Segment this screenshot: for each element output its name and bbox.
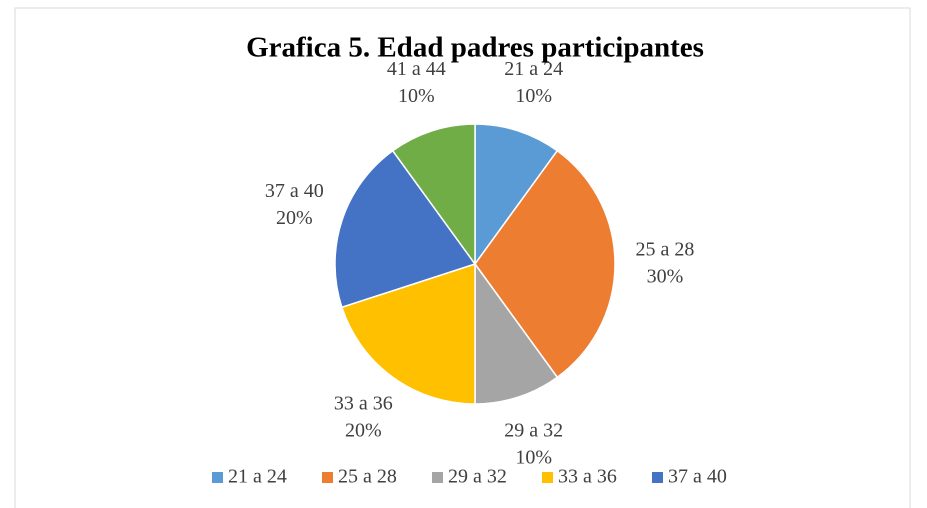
- data-label-value: 10%: [515, 446, 552, 468]
- legend-swatch: [212, 472, 223, 483]
- legend-swatch: [322, 472, 333, 483]
- pie-slice: [340, 262, 476, 405]
- legend-label: 33 a 36: [558, 466, 617, 488]
- legend-label: 25 a 28: [338, 466, 397, 488]
- data-label-category: 41 a 44: [387, 58, 446, 80]
- data-label-category: 37 a 40: [265, 180, 324, 202]
- data-label-value: 20%: [276, 207, 313, 229]
- data-label-value: 10%: [398, 85, 435, 107]
- data-label-category: 25 a 28: [636, 239, 695, 261]
- data-label-category: 21 a 24: [504, 58, 563, 80]
- legend-label: 29 a 32: [448, 466, 507, 488]
- pie-slice: [474, 261, 559, 405]
- data-label-category: 29 a 32: [504, 419, 563, 441]
- legend-swatch: [652, 472, 663, 483]
- legend-label: 21 a 24: [228, 466, 287, 488]
- pie-slice: [474, 123, 559, 267]
- legend-swatch: [542, 472, 553, 483]
- legend-label: 37 a 40: [668, 466, 727, 488]
- chart-title: Grafica 5. Edad padres participantes: [246, 32, 704, 64]
- pie-slice: [334, 149, 477, 309]
- data-label-value: 10%: [515, 85, 552, 107]
- legend-swatch: [432, 472, 443, 483]
- pie-slice: [474, 149, 616, 379]
- data-label-value: 20%: [345, 419, 382, 441]
- data-label-value: 30%: [647, 266, 684, 288]
- data-label-category: 33 a 36: [334, 392, 393, 414]
- pie-slice: [391, 123, 476, 267]
